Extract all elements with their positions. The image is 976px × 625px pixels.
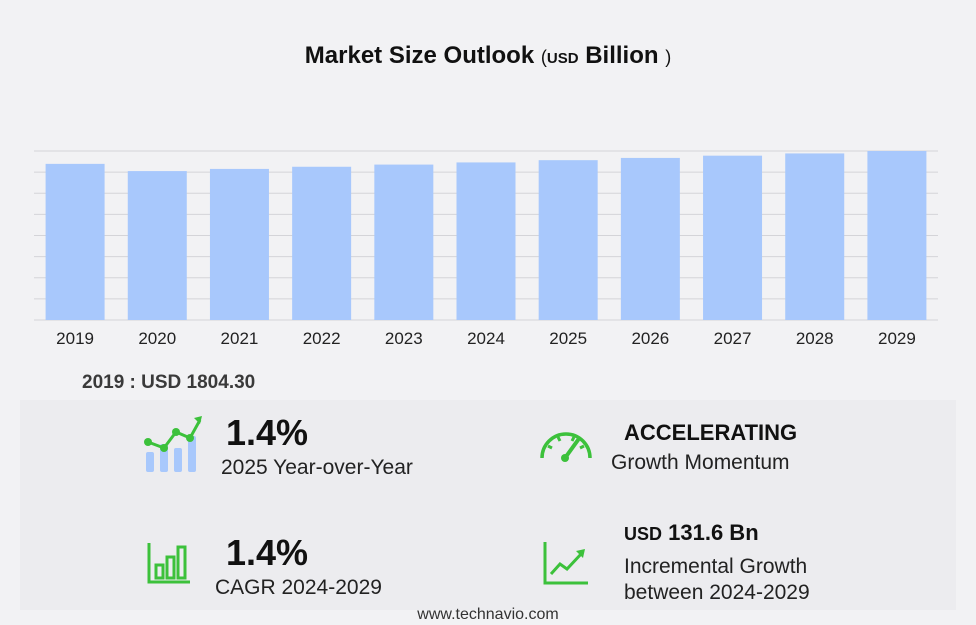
cagr-label: CAGR 2024-2029 (215, 576, 382, 599)
bar-2023 (374, 164, 434, 320)
x-tick-label: 2021 (221, 329, 259, 348)
incremental-label-line2: between 2024-2029 (624, 581, 810, 604)
title-paren-open: ( (540, 47, 547, 67)
x-tick-label: 2027 (714, 329, 752, 348)
x-tick-label: 2020 (138, 329, 176, 348)
incremental-value: USD 131.6 Bn (624, 520, 759, 546)
first-year-value: 2019 : USD 1804.30 (82, 372, 256, 393)
title-unit: USD (546, 50, 579, 67)
x-tick-label: 2028 (796, 329, 834, 348)
cagr-value: 1.4% (226, 532, 309, 573)
bar-2024 (456, 162, 516, 320)
momentum-label: Growth Momentum (611, 451, 790, 474)
x-tick-label: 2023 (385, 329, 423, 348)
incremental-unit: USD (624, 524, 663, 544)
speedometer-icon (540, 432, 592, 462)
x-tick-label: 2026 (631, 329, 669, 348)
title-main: Market Size Outlook (304, 42, 535, 69)
bar-2027 (703, 155, 763, 320)
bar-chart: 2019 2020 2021 2022 2023 2024 2025 2026 2027 2028… (34, 150, 938, 348)
bar-2019 (45, 163, 105, 320)
momentum-value: ACCELERATING (624, 420, 798, 445)
bar-chart-icon (147, 543, 190, 584)
growth-chart-icon (144, 416, 202, 472)
chart-title: Market Size Outlook (USD Billion ) (0, 42, 976, 70)
bar-2025 (538, 160, 598, 320)
incremental-amount: 131.6 Bn (668, 520, 759, 545)
bar-2021 (209, 168, 269, 320)
x-tick-label: 2029 (878, 329, 916, 348)
bar-2022 (292, 166, 352, 320)
footer-url: www.technavio.com (417, 606, 559, 623)
title-paren-close: ) (665, 47, 672, 67)
x-tick-label: 2019 (56, 329, 94, 348)
bar-2029 (867, 151, 927, 320)
incremental-label-line1: Incremental Growth (624, 555, 808, 578)
bar-2020 (127, 171, 187, 320)
yoy-label: 2025 Year-over-Year (221, 456, 413, 479)
x-tick-label: 2024 (467, 329, 505, 348)
title-scale: Billion (585, 42, 659, 69)
x-tick-label: 2025 (549, 329, 587, 348)
trend-line-icon (543, 542, 588, 585)
bar-2026 (620, 157, 680, 320)
yoy-value: 1.4% (226, 412, 309, 453)
x-tick-label: 2022 (303, 329, 341, 348)
bar-2028 (785, 153, 845, 320)
